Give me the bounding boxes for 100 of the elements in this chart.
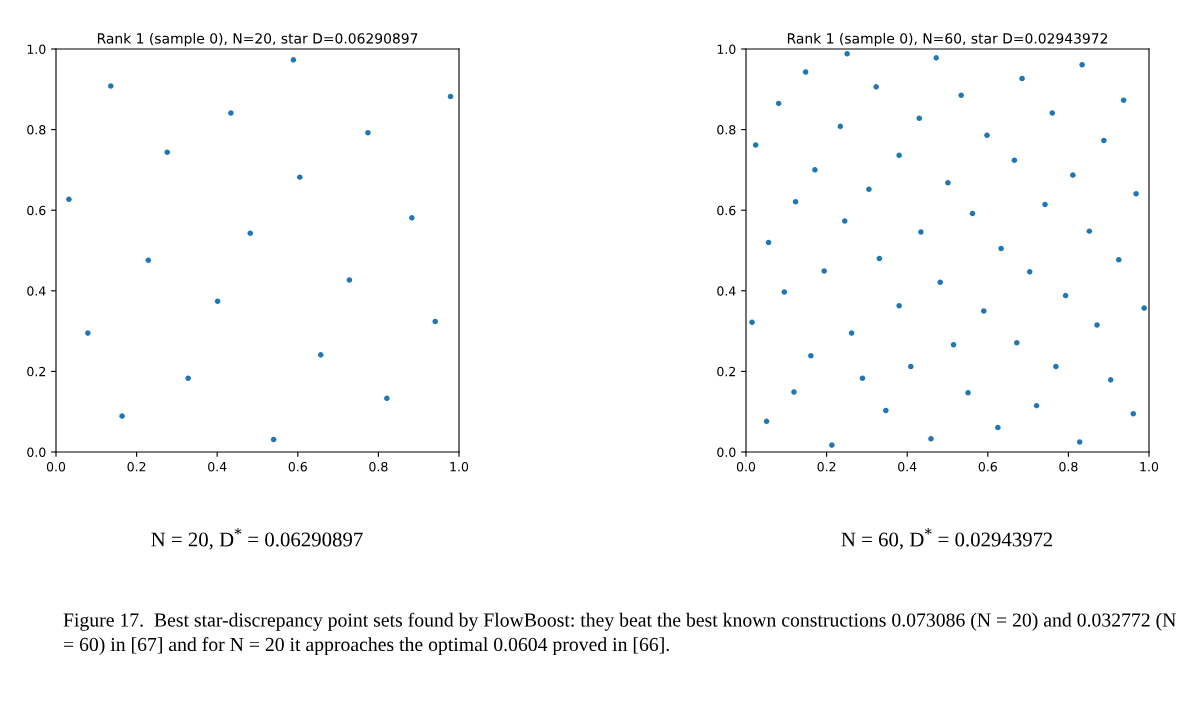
point xyxy=(247,230,254,236)
y-tick-label: 0.8 xyxy=(27,125,46,135)
point xyxy=(119,413,125,419)
point xyxy=(792,198,799,205)
x-tick-label: 0.8 xyxy=(369,461,388,472)
point xyxy=(1141,305,1147,311)
point xyxy=(781,289,788,295)
x-tick-label: 0.6 xyxy=(288,461,307,472)
point xyxy=(1026,269,1033,275)
point xyxy=(969,210,976,217)
point xyxy=(85,330,91,336)
y-tick-label: 0.4 xyxy=(717,286,736,296)
point xyxy=(812,167,818,173)
point xyxy=(409,215,415,221)
point xyxy=(928,435,934,442)
point xyxy=(896,302,902,309)
point xyxy=(1130,410,1137,417)
point xyxy=(752,142,759,148)
point xyxy=(1120,97,1127,103)
y-tick-label: 1.0 xyxy=(717,44,736,54)
point xyxy=(447,93,454,100)
point xyxy=(1053,363,1059,370)
point xyxy=(844,51,850,57)
point xyxy=(866,186,872,193)
point xyxy=(998,245,1004,252)
point xyxy=(66,196,72,203)
chart-title: Rank 1 (sample 0), N=60, star D=0.02943972 xyxy=(787,32,1108,47)
point xyxy=(1033,402,1040,409)
point xyxy=(108,83,114,89)
point xyxy=(937,279,944,286)
x-tick-label: 0.4 xyxy=(208,461,227,472)
point xyxy=(164,149,171,155)
point xyxy=(185,375,191,382)
point xyxy=(1076,439,1083,445)
point xyxy=(1014,340,1020,346)
point xyxy=(1019,75,1025,82)
point xyxy=(763,418,770,425)
y-tick-label: 0.0 xyxy=(27,447,46,457)
point xyxy=(821,268,827,274)
point xyxy=(802,69,809,75)
point xyxy=(1062,292,1069,299)
y-tick-label: 0.6 xyxy=(717,205,736,216)
point xyxy=(1107,377,1114,383)
point xyxy=(1101,137,1107,144)
point xyxy=(1011,157,1018,164)
point xyxy=(873,84,879,90)
point xyxy=(916,115,923,122)
x-tick-label: 0.2 xyxy=(817,461,836,472)
text: N = 60, D$^{*}$ = 0.02943972 xyxy=(841,527,1052,550)
y-tick-label: 0.2 xyxy=(717,366,736,377)
point xyxy=(384,395,390,402)
point xyxy=(1133,190,1139,197)
y-tick-label: 0.8 xyxy=(717,125,736,135)
y-tick-label: 0.4 xyxy=(27,286,46,296)
point xyxy=(958,92,964,99)
point xyxy=(933,55,939,61)
x-tick-label: 0.6 xyxy=(978,461,997,472)
point xyxy=(883,407,889,414)
chart-title: Rank 1 (sample 0), N=20, star D=0.06290897 xyxy=(97,32,418,47)
caption: Figure 17. Best star-discrepancy point sets found by FlowBoost: they beat the best known constructions 0.073086 (N = 20) and 0.032772 (N = 60) in [67] and for N = 20 it approaches the optimal 0.0604 proved in [66]. xyxy=(63,612,1176,656)
point xyxy=(228,110,234,116)
y-tick-label: 1.0 xyxy=(27,44,46,54)
point xyxy=(908,363,914,370)
text: N = 20, D$^{*}$ = 0.06290897 xyxy=(151,527,363,550)
point xyxy=(270,436,277,443)
point xyxy=(317,352,324,358)
point xyxy=(980,308,987,314)
x-tick-label: 1.0 xyxy=(450,461,469,472)
point xyxy=(346,277,353,283)
point xyxy=(808,352,814,359)
point xyxy=(829,442,835,448)
point xyxy=(749,319,755,326)
y-tick-label: 0.2 xyxy=(27,366,46,377)
point xyxy=(1116,256,1122,263)
point xyxy=(1042,201,1048,208)
point xyxy=(876,255,883,262)
point xyxy=(965,389,971,396)
point xyxy=(432,318,438,325)
point xyxy=(775,100,782,107)
point xyxy=(859,375,866,382)
point xyxy=(918,229,924,235)
point xyxy=(365,130,371,136)
point xyxy=(765,239,772,246)
point xyxy=(290,57,297,63)
point xyxy=(848,330,855,336)
point xyxy=(837,123,844,130)
x-tick-label: 0.0 xyxy=(46,461,66,472)
x-tick-label: 0.2 xyxy=(127,461,146,472)
x-tick-label: 0.4 xyxy=(898,461,917,472)
x-tick-label: 1.0 xyxy=(1140,461,1159,472)
x-tick-label: 0.0 xyxy=(736,461,756,472)
point xyxy=(1079,61,1085,68)
point xyxy=(896,152,902,159)
point xyxy=(984,132,990,139)
x-tick-label: 0.8 xyxy=(1059,461,1078,472)
point xyxy=(995,424,1001,431)
point xyxy=(791,389,797,395)
y-tick-label: 0.0 xyxy=(717,447,736,457)
point xyxy=(841,218,848,224)
point xyxy=(1049,110,1056,116)
